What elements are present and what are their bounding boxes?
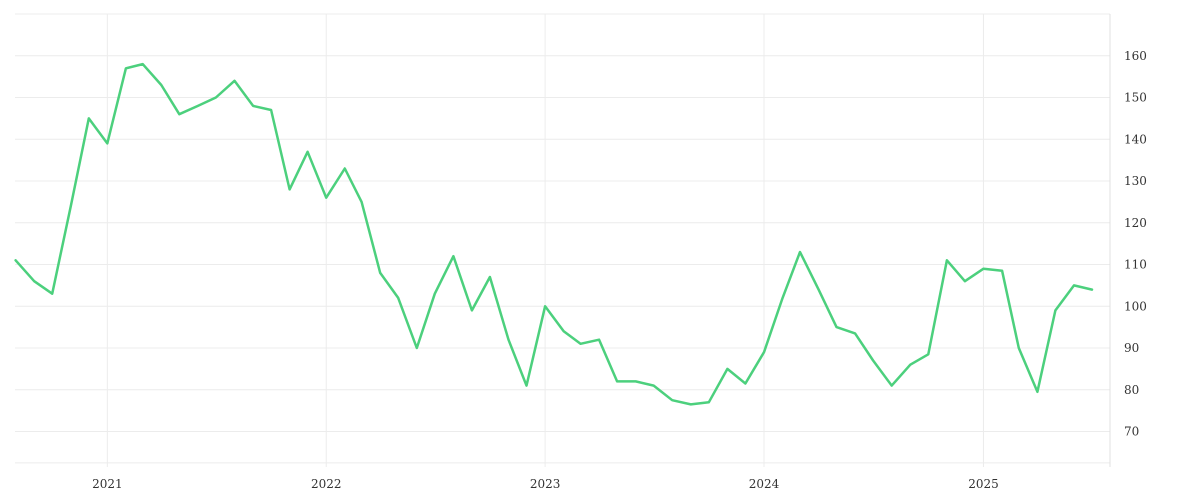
x-tick-label: 2023 <box>530 477 561 491</box>
y-tick-label: 130 <box>1124 174 1147 188</box>
y-tick-label: 140 <box>1124 132 1147 146</box>
x-tick-label: 2025 <box>968 477 999 491</box>
series-group <box>14 62 1094 406</box>
y-tick-label: 70 <box>1124 425 1139 439</box>
y-tick-label: 110 <box>1124 258 1147 272</box>
y-axis-labels: 70 80 90 100 110 120 130 140 150 160 <box>1124 49 1147 439</box>
y-tick-label: 90 <box>1124 341 1139 355</box>
x-axis-labels: 2021 2022 2023 2024 2025 <box>92 477 999 491</box>
y-grid <box>15 13 1110 464</box>
y-tick-label: 80 <box>1124 383 1139 397</box>
series-line <box>14 62 1094 406</box>
x-tick-label: 2022 <box>311 477 342 491</box>
x-tick-label: 2021 <box>92 477 123 491</box>
y-tick-label: 120 <box>1124 216 1147 230</box>
y-tick-label: 100 <box>1124 299 1147 313</box>
y-tick-label: 160 <box>1124 49 1147 63</box>
y-tick-label: 150 <box>1124 91 1147 105</box>
x-tick-label: 2024 <box>749 477 780 491</box>
x-grid <box>106 14 984 467</box>
